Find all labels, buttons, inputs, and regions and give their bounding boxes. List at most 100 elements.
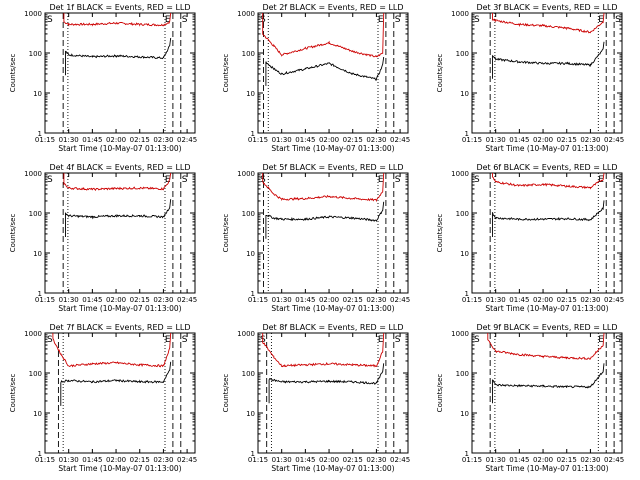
marker-s-label: S (47, 335, 53, 345)
y-axis-label: Counts/sec (222, 214, 230, 253)
events-series-line (268, 363, 385, 404)
plot-frame (44, 332, 196, 454)
y-tick-label: 100 (29, 50, 42, 58)
y-tick-label: 10 (460, 410, 469, 418)
y-tick-label: 1000 (237, 10, 255, 18)
y-tick-label: 1 (38, 450, 42, 458)
chart-title: Det 8f BLACK = Events, RED = LLD (262, 323, 403, 332)
x-tick-label: 02:15 (130, 456, 150, 464)
y-tick-label: 100 (29, 370, 42, 378)
x-tick-label: 02:45 (604, 456, 624, 464)
x-tick-label: 01:30 (272, 296, 292, 304)
x-tick-label: 01:45 (509, 136, 529, 144)
marker-s2-label: S (615, 175, 621, 185)
x-tick-label: 02:00 (106, 296, 126, 304)
chart-panel-5: Det 5f BLACK = Events, RED = LLD 01:15 01:… (222, 163, 410, 313)
x-tick-label: 02:15 (343, 296, 363, 304)
x-tick-label: 01:15 (35, 296, 55, 304)
y-axis-label: Counts/sec (436, 54, 444, 93)
x-tick-label: 01:30 (486, 136, 506, 144)
x-tick-label: 01:15 (462, 456, 482, 464)
marker-s2-label: S (395, 175, 401, 185)
y-tick-label: 1 (251, 130, 255, 138)
plot-frame (471, 12, 623, 134)
y-tick-label: 1 (38, 130, 42, 138)
x-tick-label: 01:30 (272, 456, 292, 464)
x-tick-label: 02:45 (177, 296, 197, 304)
marker-e-label: E (598, 15, 604, 25)
x-tick-label: 01:45 (82, 456, 102, 464)
x-tick-label: 02:30 (153, 296, 173, 304)
marker-s2-label: S (615, 335, 621, 345)
marker-e-label: E (378, 335, 384, 345)
chart-title: Det 6f BLACK = Events, RED = LLD (476, 163, 617, 172)
x-tick-label: 02:00 (319, 296, 339, 304)
y-axis-label: Counts/sec (9, 374, 17, 413)
y-axis-label: Counts/sec (222, 374, 230, 413)
lld-series-line (487, 332, 605, 360)
y-tick-label: 1 (251, 450, 255, 458)
x-tick-label: 01:45 (82, 296, 102, 304)
x-tick-label: 02:45 (177, 456, 197, 464)
events-series-line (492, 41, 605, 79)
y-tick-label: 1000 (451, 330, 469, 338)
y-tick-label: 1000 (451, 170, 469, 178)
y-tick-label: 10 (246, 90, 255, 98)
marker-e-label: E (378, 15, 384, 25)
x-tick-label: 02:45 (390, 296, 410, 304)
x-tick-label: 02:15 (343, 136, 363, 144)
y-tick-label: 1000 (237, 330, 255, 338)
marker-e-label: E (165, 15, 171, 25)
x-tick-label: 01:45 (509, 296, 529, 304)
x-tick-label: 01:45 (295, 296, 315, 304)
chart-panel-9: Det 9f BLACK = Events, RED = LLD 01:15 01:… (436, 323, 624, 473)
y-tick-label: 100 (242, 370, 255, 378)
x-tick-label: 01:15 (462, 136, 482, 144)
x-tick-label: 02:45 (604, 136, 624, 144)
y-axis-label: Counts/sec (9, 214, 17, 253)
chart-panel-4: Det 4f BLACK = Events, RED = LLD 01:15 01:… (9, 163, 197, 313)
x-tick-label: 02:00 (533, 136, 553, 144)
events-series-line (492, 200, 605, 237)
x-tick-label: 02:00 (106, 456, 126, 464)
x-tick-label: 01:30 (59, 136, 79, 144)
x-tick-label: 01:15 (35, 136, 55, 144)
x-tick-label: 01:15 (35, 456, 55, 464)
events-series-line (265, 56, 385, 86)
lld-series-line (63, 172, 172, 192)
y-tick-label: 1 (38, 290, 42, 298)
x-tick-label: 02:30 (366, 456, 386, 464)
chart-panel-1: Det 1f BLACK = Events, RED = LLD 01:15 01:… (9, 3, 197, 153)
marker-s2-label: S (182, 15, 188, 25)
chart-panel-7: Det 7f BLACK = Events, RED = LLD 01:15 01:… (9, 323, 197, 473)
y-tick-label: 10 (33, 410, 42, 418)
marker-s2-label: S (182, 335, 188, 345)
x-tick-label: 02:15 (557, 136, 577, 144)
x-tick-label: 02:15 (343, 456, 363, 464)
x-tick-label: 01:45 (295, 136, 315, 144)
plot-frame (257, 12, 409, 134)
marker-s-label: S (47, 175, 53, 185)
y-axis-label: Counts/sec (436, 374, 444, 413)
marker-e-label: E (598, 335, 604, 345)
chart-panel-3: Det 3f BLACK = Events, RED = LLD 01:15 01:… (436, 3, 624, 153)
x-tick-label: 02:00 (533, 296, 553, 304)
marker-s-label: S (474, 15, 480, 25)
x-tick-label: 02:45 (390, 136, 410, 144)
y-tick-label: 100 (242, 50, 255, 58)
events-series-line (65, 199, 172, 237)
x-tick-label: 02:30 (580, 136, 600, 144)
x-tick-label: 02:45 (177, 136, 197, 144)
y-tick-label: 100 (29, 210, 42, 218)
marker-s-label: S (474, 335, 480, 345)
y-tick-label: 10 (246, 410, 255, 418)
plot-frame (257, 172, 409, 294)
events-series-line (265, 201, 385, 239)
marker-s2-label: S (395, 15, 401, 25)
y-tick-label: 100 (456, 370, 469, 378)
plot-frame (471, 332, 623, 454)
marker-s-label: S (474, 175, 480, 185)
x-axis-label: Start Time (10-May-07 01:13:00) (271, 304, 394, 313)
y-tick-label: 1000 (24, 170, 42, 178)
